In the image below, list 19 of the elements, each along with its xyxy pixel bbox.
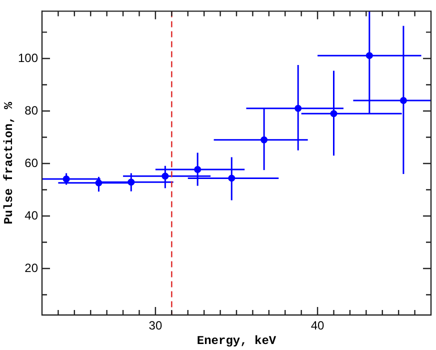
y-axis-title: Pulse fraction, %	[2, 101, 16, 224]
point	[400, 96, 407, 104]
point	[62, 175, 70, 182]
point	[95, 179, 102, 186]
point	[260, 136, 268, 144]
point	[194, 166, 202, 174]
point	[162, 172, 169, 180]
y-tick-label: 60	[24, 156, 38, 170]
point	[228, 174, 236, 182]
point	[294, 104, 302, 112]
y-tick-label: 40	[24, 208, 38, 222]
x-axis-title: Energy, keV	[196, 334, 277, 348]
y-tick-label: 80	[24, 103, 38, 118]
point	[366, 52, 373, 60]
point	[128, 178, 135, 186]
y-tick-label: 20	[24, 260, 38, 275]
point	[330, 110, 338, 118]
x-tick-label: 30	[148, 318, 162, 333]
y-tick-label: 100	[18, 50, 38, 65]
